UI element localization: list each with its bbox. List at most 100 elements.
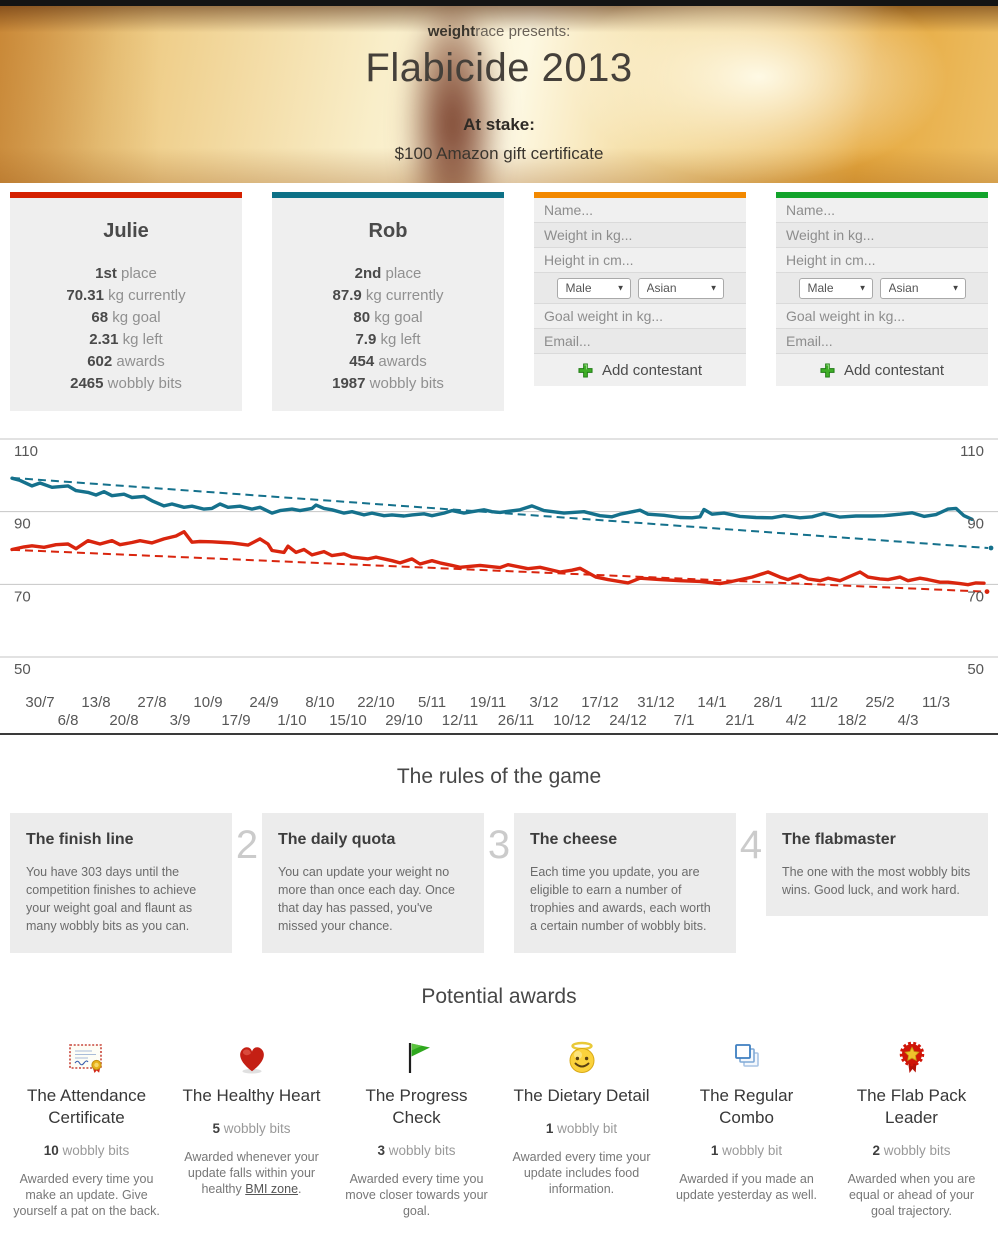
series-julie xyxy=(12,532,984,585)
add-contestant-form-2: Male Asian Add contestant xyxy=(776,192,988,386)
selects-row: Male Asian xyxy=(776,273,988,304)
rule-number-3: 3 xyxy=(484,813,514,865)
x-axis-label: 3/12 xyxy=(529,694,558,711)
prize-text: $100 Amazon gift certificate xyxy=(0,144,998,164)
x-axis-label: 17/12 xyxy=(581,694,619,711)
flag-icon xyxy=(402,1041,432,1075)
weight-chart-section: 110 110 90 90 70 70 50 50 30/7 13/8 27/8 10/9 24/9 8/… xyxy=(0,425,998,735)
rosette-icon xyxy=(896,1041,928,1075)
awards-section: Potential awards The Attendance Certific… xyxy=(0,953,998,1235)
gender-select[interactable]: Male xyxy=(557,278,631,299)
page-title: Flabicide 2013 xyxy=(0,46,998,91)
add-contestant-label: Add contestant xyxy=(602,362,702,379)
x-axis-label: 27/8 xyxy=(137,694,166,711)
awards-heading: Potential awards xyxy=(0,953,998,1035)
x-axis-label: 11/2 xyxy=(810,694,838,711)
y-axis-label-right: 90 xyxy=(967,516,984,533)
x-axis-label: 3/9 xyxy=(170,712,191,729)
x-axis-label: 12/11 xyxy=(442,712,478,729)
rules-heading: The rules of the game xyxy=(0,735,998,813)
y-axis-label-right: 70 xyxy=(967,588,984,605)
x-axis-label: 28/1 xyxy=(753,694,782,711)
y-axis-label-left: 90 xyxy=(14,516,31,533)
x-axis-label: 24/12 xyxy=(609,712,647,729)
plus-icon xyxy=(820,363,835,378)
y-axis-label-right: 50 xyxy=(967,661,984,678)
height-input[interactable] xyxy=(776,248,988,273)
rule-card-finish-line: The finish line You have 303 days until … xyxy=(10,813,232,953)
stat-goal-weight: 68 kg goal xyxy=(20,307,232,329)
stat-kg-left: 2.31 kg left xyxy=(20,329,232,351)
y-axis-label-left: 50 xyxy=(14,661,31,678)
email-input[interactable] xyxy=(534,329,746,354)
x-axis-label: 20/8 xyxy=(109,712,138,729)
goal-trend-line xyxy=(12,550,984,592)
name-input[interactable] xyxy=(776,198,988,223)
hero-header: weightrace presents: Flabicide 2013 At s… xyxy=(0,6,998,183)
x-axis-label: 17/9 xyxy=(221,712,250,729)
x-axis-label: 26/11 xyxy=(498,712,534,729)
stat-awards: 454 awards xyxy=(282,351,494,373)
selects-row: Male Asian xyxy=(534,273,746,304)
heart-icon xyxy=(235,1043,269,1075)
contestants-section: Julie 1st place 70.31 kg currently 68 kg… xyxy=(10,192,988,411)
rules-section: The rules of the game The finish line Yo… xyxy=(0,735,998,953)
goal-weight-input[interactable] xyxy=(534,304,746,329)
x-axis-label: 21/1 xyxy=(725,712,754,729)
stat-wobbly-bits: 2465 wobbly bits xyxy=(20,373,232,395)
add-contestant-form-1: Male Asian Add contestant xyxy=(534,192,746,386)
weight-input[interactable] xyxy=(534,223,746,248)
y-axis-label-left: 70 xyxy=(14,588,31,605)
x-axis-label: 29/10 xyxy=(385,712,423,729)
y-axis-label-right: 110 xyxy=(960,443,984,460)
stat-awards: 602 awards xyxy=(20,351,232,373)
rule-card-daily-quota: The daily quota You can update your weig… xyxy=(262,813,484,953)
at-stake-label: At stake: xyxy=(0,115,998,135)
certificate-icon xyxy=(68,1043,106,1075)
x-axis-label: 5/11 xyxy=(418,694,446,711)
halo-smiley-icon xyxy=(565,1041,599,1075)
rule-card-cheese: The cheese Each time you update, you are… xyxy=(514,813,736,953)
x-axis-label: 8/10 xyxy=(305,694,334,711)
stat-place: 2nd place xyxy=(282,263,494,285)
contestant-name: Julie xyxy=(20,220,232,243)
weight-progress-chart: 110 110 90 90 70 70 50 50 30/7 13/8 27/8 10/9 24/9 8/… xyxy=(0,425,998,733)
stat-place: 1st place xyxy=(20,263,232,285)
x-axis-label: 15/10 xyxy=(329,712,367,729)
award-attendance-certificate: The Attendance Certificate 10 wobbly bit… xyxy=(4,1035,169,1220)
ethnicity-select[interactable]: Asian xyxy=(880,278,966,299)
x-axis-label: 24/9 xyxy=(249,694,278,711)
name-input[interactable] xyxy=(534,198,746,223)
stat-goal-weight: 80 kg goal xyxy=(282,307,494,329)
x-axis-label: 19/11 xyxy=(470,694,506,711)
add-contestant-button[interactable]: Add contestant xyxy=(534,354,746,386)
y-axis-label-left: 110 xyxy=(14,443,38,460)
x-axis-label: 4/2 xyxy=(786,712,807,729)
email-input[interactable] xyxy=(776,329,988,354)
stacked-windows-icon xyxy=(730,1043,764,1075)
ethnicity-select[interactable]: Asian xyxy=(638,278,724,299)
x-axis-label: 30/7 xyxy=(25,694,54,711)
gender-select[interactable]: Male xyxy=(799,278,873,299)
goal-weight-input[interactable] xyxy=(776,304,988,329)
award-flab-pack-leader: The Flab Pack Leader 2 wobbly bits Award… xyxy=(829,1035,994,1220)
weight-input[interactable] xyxy=(776,223,988,248)
award-progress-check: The Progress Check 3 wobbly bits Awarded… xyxy=(334,1035,499,1220)
x-axis-label: 10/12 xyxy=(553,712,591,729)
series-rob xyxy=(12,478,972,519)
bmi-zone-link[interactable]: BMI zone xyxy=(245,1182,298,1196)
contestant-card-rob: Rob 2nd place 87.9 kg currently 80 kg go… xyxy=(272,192,504,411)
presents-line: weightrace presents: xyxy=(0,6,998,40)
height-input[interactable] xyxy=(534,248,746,273)
x-axis-label: 25/2 xyxy=(865,694,894,711)
stat-kg-left: 7.9 kg left xyxy=(282,329,494,351)
add-contestant-button[interactable]: Add contestant xyxy=(776,354,988,386)
x-axis-label: 14/1 xyxy=(697,694,726,711)
x-axis-label: 10/9 xyxy=(193,694,222,711)
x-axis-label: 4/3 xyxy=(898,712,919,729)
award-dietary-detail: The Dietary Detail 1 wobbly bit Awarded … xyxy=(499,1035,664,1220)
stat-current-weight: 87.9 kg currently xyxy=(282,285,494,307)
award-regular-combo: The Regular Combo 1 wobbly bit Awarded i… xyxy=(664,1035,829,1220)
x-axis-label: 13/8 xyxy=(81,694,110,711)
plus-icon xyxy=(578,363,593,378)
